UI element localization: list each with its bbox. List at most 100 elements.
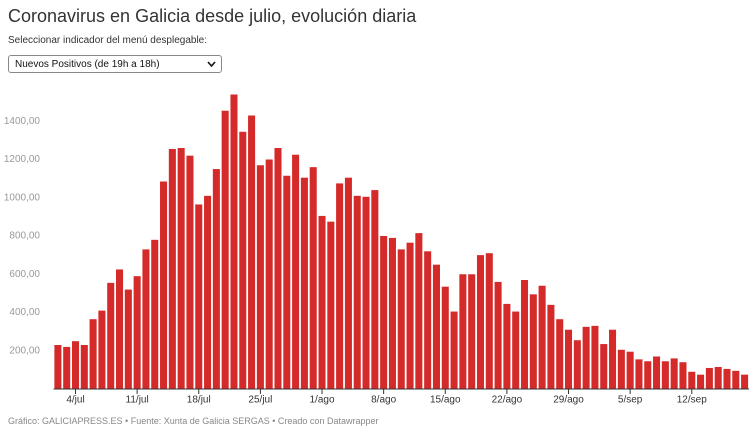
bar [661,361,669,389]
bar [89,319,97,389]
y-tick-label: 200,00 [9,345,40,356]
bar [344,177,352,389]
bar [653,356,661,389]
bar [318,215,326,389]
y-tick-label: 1400,00 [4,116,41,127]
bar [573,340,581,389]
x-tick-label: 12/sep [677,395,707,406]
bar [591,325,599,389]
bar [256,165,264,389]
bar [617,349,625,389]
bar [424,251,432,389]
bar [239,131,247,390]
x-tick-label: 29/ago [553,395,584,406]
bar [679,362,687,389]
bar [512,311,520,389]
title: Coronavirus en Galicia desde julio, evol… [8,6,417,26]
bar [283,175,291,389]
bar [151,239,159,389]
bar [177,148,185,389]
bar [609,329,617,389]
bar [670,358,678,389]
bar [80,345,88,389]
bar [547,304,555,389]
y-tick-label: 600,00 [9,269,40,280]
bar [274,148,282,389]
bar [600,344,608,389]
bar [723,368,731,389]
bar [133,276,141,389]
bar [635,359,643,389]
bar [300,177,308,389]
x-tick-label: 22/ago [492,395,523,406]
bar [388,237,396,389]
dropdown-label: Seleccionar indicador del menú desplegab… [8,35,208,46]
bar [371,190,379,389]
bar [714,367,722,389]
bar [697,374,705,389]
bar [485,253,493,389]
x-tick-label: 4/jul [66,395,84,406]
bar [265,159,273,389]
bar [397,249,405,389]
bar [336,183,344,389]
bar [160,181,168,389]
y-tick-label: 800,00 [9,231,40,242]
bar [441,286,449,389]
x-tick-label: 8/ago [371,395,396,406]
bar [54,345,62,389]
bar [644,361,652,389]
bar [556,319,564,389]
bar [565,329,573,389]
bar [626,351,634,389]
bar [450,311,458,389]
bar [107,282,115,389]
bar [406,242,414,389]
bar [494,281,502,389]
bar [98,310,106,389]
bar [415,233,423,389]
x-tick-label: 11/jul [126,395,149,406]
bar [503,303,511,389]
x-tick-label: 1/ago [310,395,335,406]
y-tick-label: 400,00 [9,307,40,318]
bar [63,346,71,389]
bar [230,94,238,389]
bar [705,367,713,389]
bar [195,204,203,389]
bar [732,370,740,389]
x-tick-label: 5/sep [618,395,643,406]
y-tick-label: 1000,00 [4,192,41,203]
bar [71,341,80,389]
bar [124,289,132,389]
bar [248,115,256,389]
bar [186,155,194,389]
x-tick-label: 25/jul [248,395,272,406]
bar [432,264,440,389]
bar [476,255,485,389]
y-tick-label: 1200,00 [4,154,41,165]
chart: 200,00 400,00 600,00 800,00 1000,00 1200,00 14… [4,94,749,406]
bar [116,269,124,389]
bar [309,167,317,389]
bar [529,294,537,389]
bar [468,274,476,389]
bar [520,279,529,389]
bar [538,285,546,389]
bar [688,371,696,389]
bar [741,374,749,389]
dropdown[interactable]: Nuevos Positivos (de 19h a 18h) [8,55,222,73]
bar [380,236,388,389]
bar [204,195,212,389]
dropdown-value[interactable]: Nuevos Positivos (de 19h a 18h) [15,59,160,70]
x-tick-label: 15/ago [430,395,461,406]
bar [582,326,590,389]
dropdown-arrow[interactable] [207,61,216,67]
x-tick-label: 18/jul [187,395,211,406]
footer: Gráfico: GALICIAPRESS.ES • Fuente: Xunta… [8,416,379,426]
bar [168,148,176,389]
bar [221,110,229,389]
bar [212,169,220,389]
bar [327,221,335,389]
